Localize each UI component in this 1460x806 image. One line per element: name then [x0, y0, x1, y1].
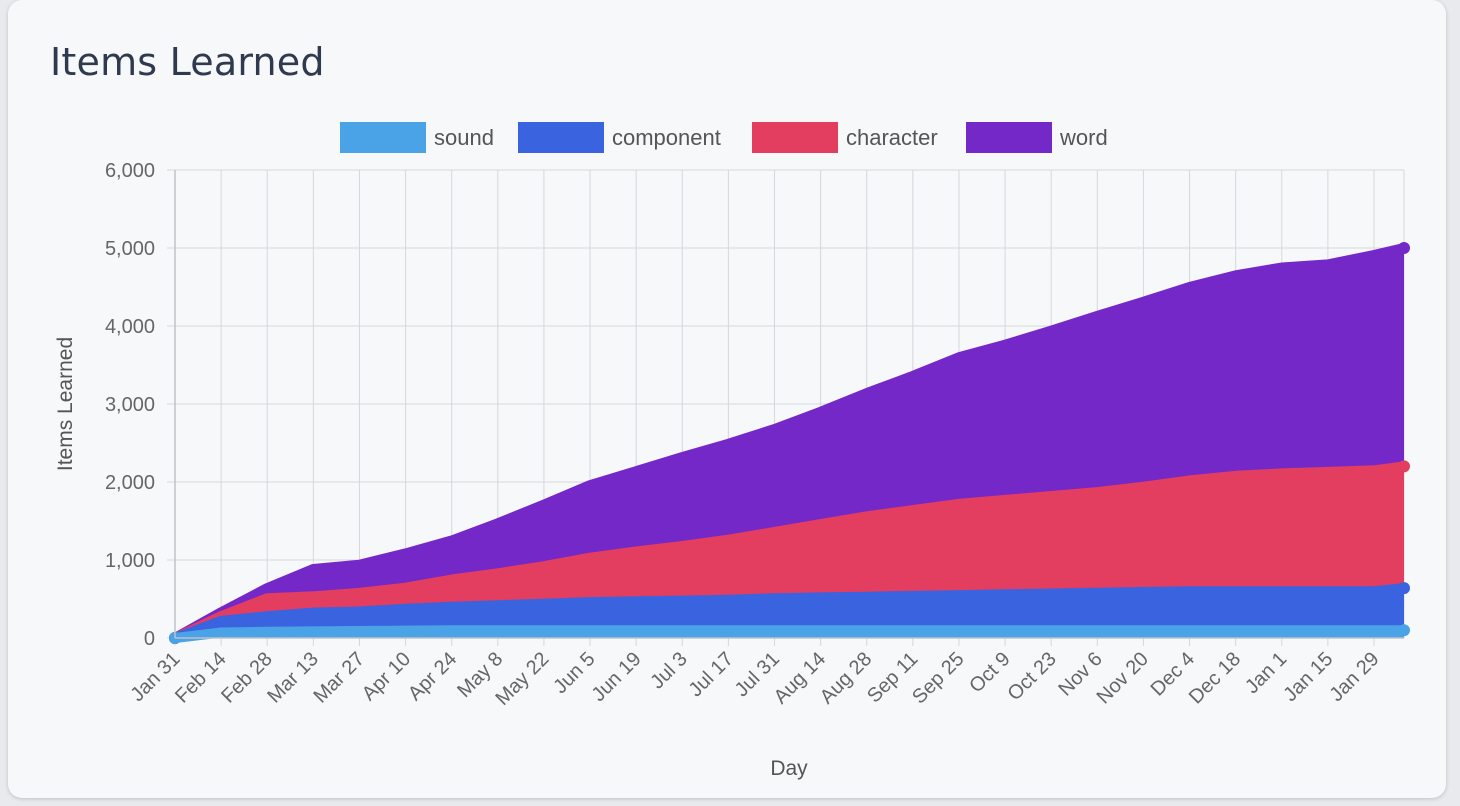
line-sound [174, 625, 1404, 643]
x-tick-label: Sep 25 [908, 648, 968, 708]
point-word-end [1398, 242, 1410, 254]
legend-swatch-word [966, 122, 1052, 153]
point-character-end [1398, 460, 1410, 473]
x-tick-label: Mar 13 [263, 648, 323, 708]
legend-label-component: component [612, 125, 721, 150]
y-tick-label: 6,000 [105, 160, 155, 182]
area-word [175, 248, 1404, 638]
y-axis-title: Items Learned [54, 337, 77, 471]
x-tick-label: Apr 10 [358, 648, 415, 705]
area-character [175, 466, 1404, 638]
legend-label-word: word [1059, 125, 1108, 150]
legend-swatch-character [752, 122, 838, 153]
x-tick-label: Jan 29 [1326, 648, 1384, 706]
x-tick-label: Jul 17 [685, 648, 738, 701]
y-tick-label: 1,000 [105, 550, 155, 572]
areas [169, 242, 1410, 644]
line-character [172, 461, 1405, 643]
x-tick-label: Jun 19 [588, 648, 646, 706]
y-tick-label: 5,000 [105, 238, 155, 260]
y-tick-label: 2,000 [105, 472, 155, 494]
x-tick-label: Aug 28 [816, 648, 876, 708]
legend-label-sound: sound [434, 125, 494, 150]
y-tick-label: 3,000 [105, 394, 155, 416]
point-sound-end [1398, 624, 1410, 637]
x-tick-label: Dec 18 [1185, 648, 1245, 708]
legend-swatch-component [518, 122, 604, 153]
x-tick-label: Feb 14 [171, 648, 231, 708]
legend-swatch-sound [340, 122, 426, 153]
x-tick-label: Mar 27 [309, 648, 369, 708]
card-title: Items Learned [50, 40, 325, 84]
x-tick-label: Nov 20 [1093, 648, 1153, 708]
legend-label-character: character [846, 125, 938, 150]
line-word [172, 243, 1406, 643]
x-tick-label: Jan 15 [1279, 648, 1337, 706]
x-tick-label: Feb 28 [217, 648, 277, 708]
legend: sound component character word [340, 122, 1108, 153]
y-tick-label: 0 [144, 628, 155, 650]
x-axis-title: Day [770, 757, 808, 780]
point-component-end [1398, 582, 1410, 595]
x-tick-label: Oct 23 [1004, 648, 1061, 705]
x-tick-label: Apr 24 [404, 648, 461, 705]
line-component [173, 583, 1405, 643]
y-tick-label: 4,000 [105, 316, 155, 338]
